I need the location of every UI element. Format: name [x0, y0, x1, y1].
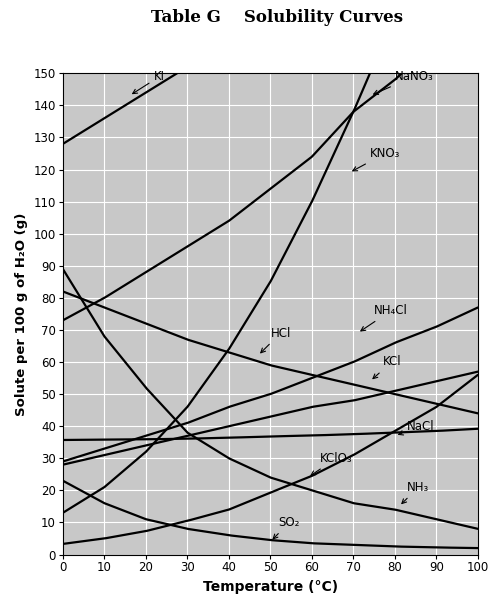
Text: NaNO₃: NaNO₃	[373, 70, 433, 94]
Y-axis label: Solute per 100 g of H₂O (g): Solute per 100 g of H₂O (g)	[15, 212, 28, 415]
Text: Table G    Solubility Curves: Table G Solubility Curves	[151, 9, 403, 26]
Text: NH₃: NH₃	[402, 481, 429, 504]
Text: KClO₃: KClO₃	[311, 452, 353, 475]
Text: KI: KI	[133, 70, 165, 94]
Text: KCl: KCl	[373, 356, 401, 379]
Text: NH₄Cl: NH₄Cl	[361, 304, 408, 331]
Text: KNO₃: KNO₃	[353, 147, 400, 171]
Text: NaCl: NaCl	[399, 420, 435, 435]
Text: HCl: HCl	[261, 326, 291, 353]
X-axis label: Temperature (°C): Temperature (°C)	[203, 580, 338, 594]
Text: SO₂: SO₂	[273, 516, 300, 539]
